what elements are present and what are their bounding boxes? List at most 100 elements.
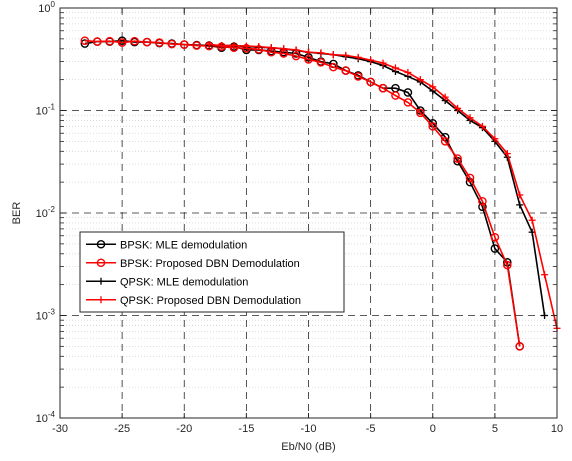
data-point-circle (329, 62, 338, 72)
data-point-circle (179, 40, 189, 49)
data-point-plus (454, 104, 462, 112)
legend: BPSK: MLE demodulation BPSK: Proposed DBN… (79, 231, 345, 313)
y-tick-exponent: -2 (48, 205, 56, 214)
data-point-circle (105, 36, 114, 46)
data-point-circle (96, 239, 106, 249)
data-point-plus (305, 48, 312, 56)
legend-label: QPSK: Proposed DBN Demodulation (120, 295, 301, 307)
data-point-plus (218, 42, 226, 50)
data-point-circle (453, 154, 462, 163)
data-point-circle (341, 66, 351, 75)
data-point-circle (416, 108, 425, 118)
data-point-circle (490, 244, 500, 253)
data-point-circle (391, 91, 400, 100)
data-point-circle (80, 39, 90, 48)
data-point-plus (416, 76, 424, 84)
data-point-circle (515, 342, 525, 351)
data-point-plus (379, 59, 387, 67)
data-point-plus (541, 271, 549, 279)
legend-label: QPSK: MLE demodulation (120, 276, 248, 288)
data-point-circle (353, 72, 363, 81)
x-tick-label: 0 (430, 423, 436, 435)
data-point-circle (192, 41, 201, 50)
legend-entry: QPSK: MLE demodulation (86, 276, 248, 288)
data-point-circle (96, 258, 106, 268)
x-tick-label: -15 (238, 423, 254, 435)
data-point-circle (502, 260, 512, 270)
x-tick-label: -25 (114, 423, 130, 435)
data-point-plus (267, 44, 275, 52)
legend-label: BPSK: MLE demodulation (120, 239, 247, 251)
data-point-plus (516, 201, 524, 209)
data-point-circle (142, 37, 152, 47)
y-tick-exponent: -4 (48, 410, 56, 419)
data-point-plus (528, 216, 536, 224)
data-point-plus (255, 43, 263, 51)
data-point-plus (317, 49, 325, 57)
data-point-plus (342, 51, 350, 59)
y-tick-label: 10-4 (36, 410, 56, 425)
y-tick-base: 10 (36, 311, 48, 323)
x-tick-label: 5 (492, 423, 498, 435)
data-point-plus (404, 68, 412, 76)
data-point-circle (316, 58, 326, 67)
y-tick-base: 10 (36, 106, 48, 118)
x-tick-label: -30 (52, 423, 68, 435)
y-tick-base: 10 (36, 208, 48, 220)
data-point-circle (428, 122, 438, 131)
data-point-plus (97, 277, 105, 285)
data-point-circle (155, 38, 164, 47)
data-point-circle (465, 173, 475, 183)
legend-entry: QPSK: Proposed DBN Demodulation (86, 295, 301, 307)
data-point-circle (92, 37, 102, 46)
series-layer (80, 36, 561, 351)
data-point-plus (541, 312, 549, 319)
data-point-plus (242, 42, 250, 50)
data-point-circle (440, 137, 450, 146)
data-point-circle (403, 88, 413, 97)
y-tick-exponent: -1 (48, 103, 56, 112)
data-point-circle (304, 55, 313, 64)
y-tick-exponent: 0 (51, 0, 56, 9)
data-point-circle (167, 39, 177, 49)
x-tick-label: 10 (551, 423, 563, 435)
y-axis-label: BER (11, 202, 23, 225)
axis-ticks (59, 7, 558, 419)
y-tick-label: 10-1 (36, 103, 56, 118)
data-point-plus (354, 53, 362, 61)
y-tick-base: 10 (38, 3, 50, 15)
series-4 (205, 41, 561, 332)
data-point-circle (378, 83, 388, 93)
data-point-plus (429, 83, 437, 91)
data-point-plus (292, 46, 300, 54)
x-tick-label: -20 (176, 423, 192, 435)
legend-entry: BPSK: MLE demodulation (86, 239, 247, 251)
data-point-circle (117, 38, 127, 47)
y-tick-exponent: -3 (48, 308, 56, 317)
data-point-plus (491, 135, 499, 143)
data-point-plus (280, 45, 288, 53)
legend-entry: BPSK: Proposed DBN Demodulation (86, 258, 300, 270)
data-point-circle (403, 98, 413, 107)
data-point-plus (441, 93, 449, 101)
data-point-plus (503, 150, 511, 158)
data-point-circle (366, 77, 375, 87)
x-tick-label: -5 (366, 423, 376, 435)
x-axis-label: Eb/N0 (dB) (281, 441, 335, 453)
data-point-plus (205, 41, 213, 49)
y-tick-label: 100 (38, 0, 55, 15)
data-point-circle (478, 197, 487, 206)
data-point-plus (516, 191, 524, 199)
data-point-plus (230, 42, 238, 50)
legend-label: BPSK: Proposed DBN Demodulation (120, 258, 300, 270)
x-tick-labels: -30 -25 -20 -15 -10 -5 0 5 10 (52, 423, 563, 435)
series-2 (80, 36, 525, 351)
data-point-circle (490, 232, 500, 242)
data-point-plus (329, 51, 337, 59)
x-tick-label: -10 (301, 423, 317, 435)
data-point-plus (97, 296, 105, 304)
data-point-plus (478, 122, 486, 130)
y-tick-label: 10-3 (36, 308, 56, 323)
